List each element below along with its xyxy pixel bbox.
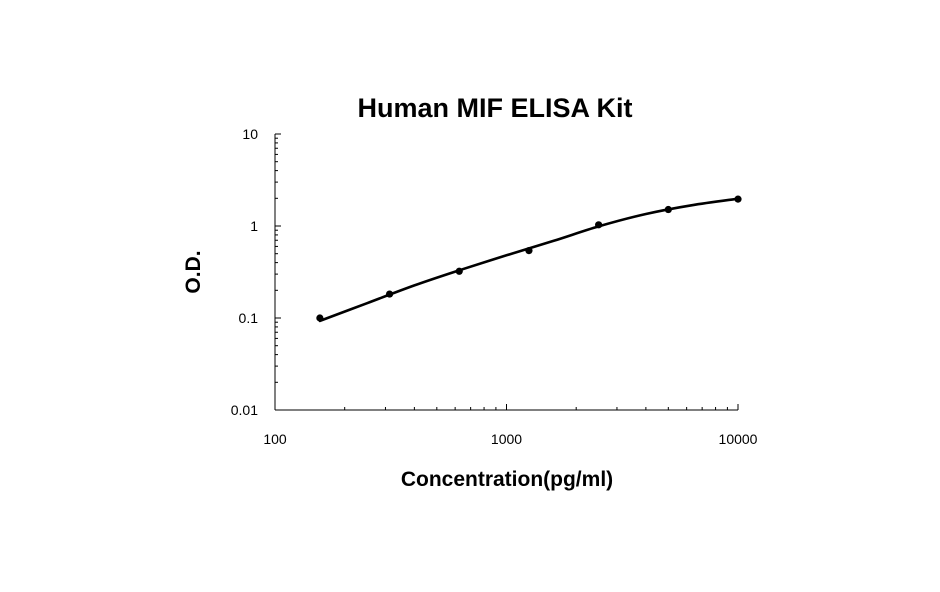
data-points-layer xyxy=(316,195,742,322)
fit-curve-line xyxy=(318,197,740,323)
data-point xyxy=(595,221,603,229)
y-tick-label: 0.1 xyxy=(239,310,259,326)
data-point xyxy=(455,267,463,275)
y-axis-title: O.D. xyxy=(182,250,205,293)
y-tick-label: 0.01 xyxy=(231,402,258,418)
x-axis-title: Concentration(pg/ml) xyxy=(401,468,613,491)
data-point xyxy=(385,290,394,298)
chart-title: Human MIF ELISA Kit xyxy=(358,93,633,123)
data-point xyxy=(734,195,742,203)
axes-layer: 10 1 0.1 0.01 100 1000 10000 xyxy=(231,126,758,447)
x-tick-label: 10000 xyxy=(719,431,758,447)
data-point xyxy=(664,205,672,214)
fit-curve-layer xyxy=(318,197,740,323)
y-tick-label: 1 xyxy=(250,218,258,234)
x-tick-label: 1000 xyxy=(491,431,522,447)
y-tick-label: 10 xyxy=(242,126,258,142)
data-point xyxy=(316,314,324,322)
data-point xyxy=(525,247,533,255)
x-tick-label: 100 xyxy=(263,431,287,447)
